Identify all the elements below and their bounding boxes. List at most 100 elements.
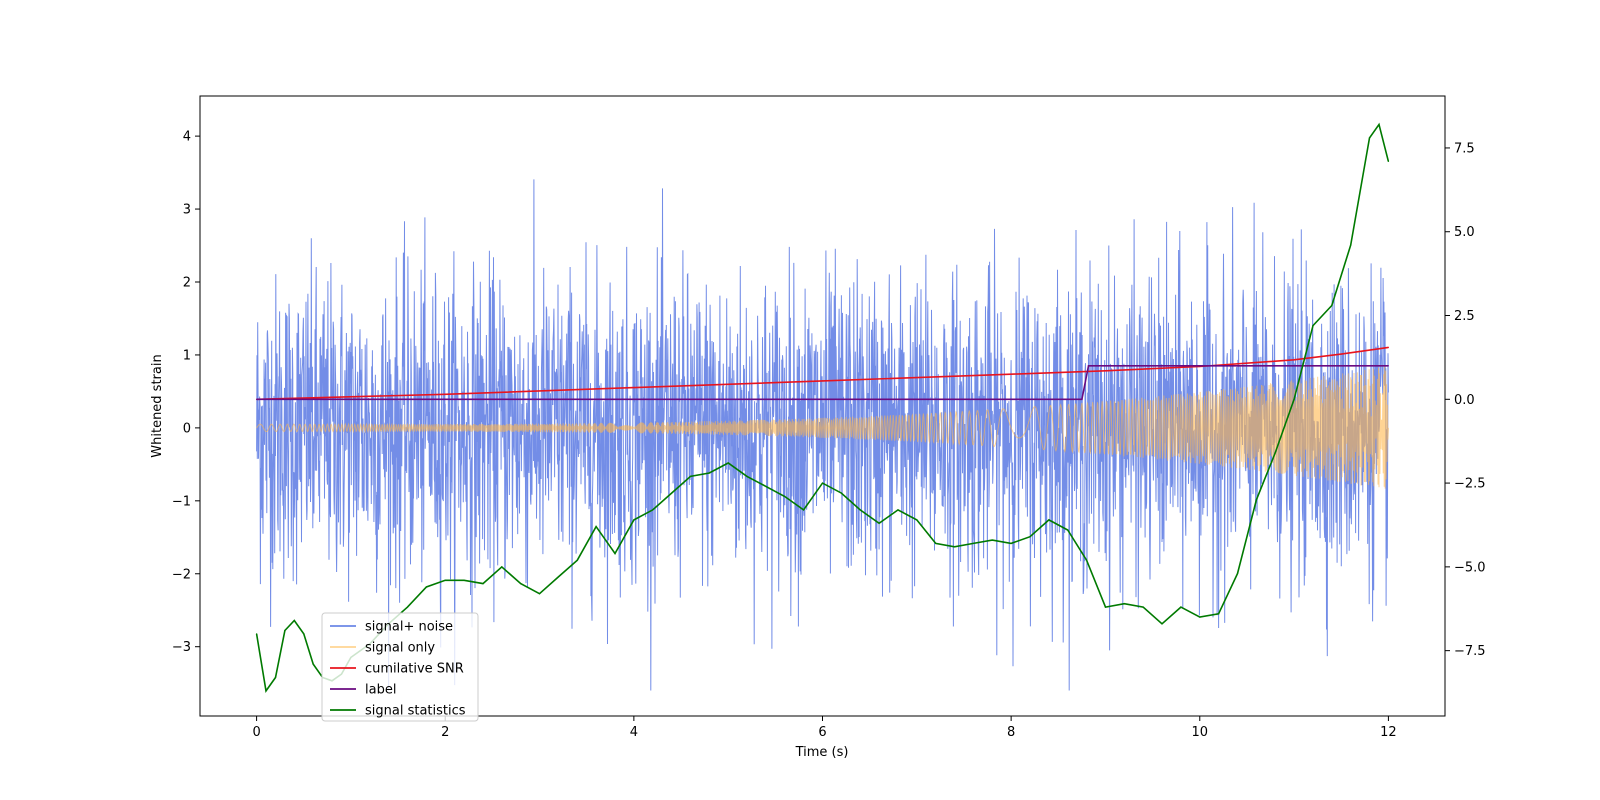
y-tick-label: 3	[183, 203, 191, 218]
x-tick-label: 2	[441, 725, 449, 740]
series-line-signal-statistics-point	[671, 492, 673, 494]
series-line-cumulative-snr-point	[444, 393, 446, 395]
series-line-cumulative-snr-point	[1104, 370, 1107, 372]
series-line-signal-statistics-point	[284, 629, 286, 632]
series-line-signal-statistics-point	[538, 593, 541, 595]
series-line-signal-statistics-point	[652, 509, 654, 511]
y-tick-label: −1	[172, 494, 191, 509]
x-tick-label: 4	[630, 725, 638, 740]
series-line-label-point	[1081, 398, 1083, 400]
y2-tick-label: 5.0	[1454, 225, 1475, 240]
series-line-signal-statistics-point	[1086, 559, 1088, 561]
series-line-signal-statistics-point	[520, 583, 522, 585]
series-line-signal-statistics-point	[1331, 304, 1333, 307]
x-tick-label: 6	[818, 725, 826, 740]
series-line-signal-statistics-point	[265, 690, 267, 692]
series-line-signal-statistics-point	[463, 579, 465, 581]
series-line-signal-statistics-point	[765, 485, 767, 487]
legend-label: signal only	[365, 641, 435, 656]
y-tick-label: 0	[183, 421, 191, 436]
series-line-signal-statistics-point	[1161, 623, 1163, 625]
series-line-signal-statistics-point	[1029, 536, 1031, 538]
legend: signal+ noise signal only cumilative SNR la…	[321, 612, 479, 722]
series-line-cumulative-snr-point	[1010, 373, 1012, 375]
series-line-signal-statistics-point	[1274, 452, 1276, 454]
series-line-signal-statistics-point	[1199, 616, 1201, 618]
x-tick-label: 0	[252, 725, 260, 740]
series-line-label-point	[1387, 365, 1389, 367]
signal-only-layer	[256, 366, 1389, 489]
series-line-signal-statistics-point	[293, 619, 295, 622]
series-line-signal-statistics-point	[689, 475, 692, 477]
series-line-signal-statistics-point	[1048, 519, 1050, 521]
series-line-signal-statistics-point	[1104, 606, 1107, 608]
axis-ticks-layer: 0 2 4 6 8 10 12−3−2−101234−7.5−5.0−2.50.02.55.…	[172, 130, 1486, 740]
x-axis-label: Time (s)	[795, 745, 849, 760]
series-line-cumulative-snr	[256, 346, 1389, 401]
series-line-cumulative-snr-point	[1387, 346, 1389, 348]
series-line-label	[256, 364, 1389, 401]
series-line-cumulative-snr-point	[1340, 353, 1342, 355]
series-line-signal-only	[256, 366, 1389, 489]
series-line-signal-statistics-point	[1142, 606, 1144, 608]
series-line-signal-statistics-point	[595, 526, 597, 528]
series-line-cumulative-snr-point	[821, 380, 824, 382]
series-line-signal-statistics-point	[406, 606, 409, 608]
x-tick-label: 8	[1007, 725, 1015, 740]
series-line-signal-statistics-point	[614, 552, 616, 555]
series-line-signal-statistics-point	[482, 583, 484, 585]
series-line-signal-statistics-point	[1368, 137, 1371, 139]
series-line-signal-statistics-point	[425, 586, 427, 588]
series-line-signal-statistics-point	[784, 495, 786, 498]
series-line-signal-statistics-point	[557, 576, 560, 578]
series-line-signal-statistics-point	[821, 482, 824, 484]
series-line-signal-statistics-point	[1293, 398, 1295, 400]
y2-tick-label: −7.5	[1454, 644, 1486, 659]
x-tick-label: 12	[1380, 725, 1397, 740]
series-line-signal-statistics-point	[972, 542, 975, 545]
y2-tick-label: 2.5	[1454, 309, 1475, 324]
y-tick-label: 1	[183, 348, 191, 363]
y-tick-label: 2	[183, 276, 191, 291]
series-line-signal-statistics-point	[444, 579, 446, 581]
series-line-label-point	[1087, 365, 1090, 367]
x-tick-label: 10	[1191, 725, 1208, 740]
series-line-signal-statistics-point	[303, 633, 305, 635]
series-line-signal-statistics-point	[274, 676, 277, 679]
legend-box	[321, 612, 479, 722]
series-line-signal-statistics-point	[953, 546, 956, 548]
legend-label: label	[365, 683, 396, 698]
y2-tick-label: −5.0	[1454, 560, 1486, 575]
series-line-signal-statistics-point	[935, 542, 937, 545]
y2-tick-label: −2.5	[1454, 477, 1486, 492]
series-line-signal-statistics-point	[916, 519, 918, 521]
series-line-signal-statistics-point	[1378, 123, 1380, 126]
series-line-cumulative-snr-point	[1293, 359, 1295, 361]
series-line-signal-statistics-point	[727, 462, 729, 464]
series-line-cumulative-snr-point	[633, 387, 635, 389]
series-line-signal-statistics-point	[256, 633, 258, 635]
legend-label: signal statistics	[365, 704, 466, 719]
series-line-signal-statistics-point	[1123, 603, 1125, 605]
y-axis-label: Whitened strain	[150, 354, 165, 457]
series-line-signal-statistics-point	[708, 472, 710, 474]
y-tick-label: −2	[172, 567, 191, 582]
legend-label: cumilative SNR	[365, 662, 464, 677]
series-line-signal-statistics-point	[840, 492, 843, 494]
series-line-signal-statistics-point	[746, 475, 748, 477]
series-line-signal-statistics-point	[1236, 573, 1239, 575]
y2-tick-label: 7.5	[1454, 141, 1475, 156]
series-line-label-point	[256, 398, 258, 400]
legend-label: signal+ noise	[365, 620, 453, 635]
series-line-signal-statistics-point	[1387, 160, 1389, 162]
series-line-signal-statistics-point	[1255, 499, 1257, 501]
series-line-signal-statistics-point	[576, 559, 578, 561]
series-line-signal-statistics-point	[803, 509, 805, 511]
y-tick-label: 4	[183, 130, 191, 145]
series-line-signal-statistics-point	[501, 566, 503, 568]
y-tick-label: −3	[172, 640, 191, 655]
series-line-signal-statistics-point	[312, 663, 314, 665]
series-line-signal-statistics-point	[633, 519, 635, 521]
series-line-signal-statistics-point	[1218, 613, 1220, 615]
